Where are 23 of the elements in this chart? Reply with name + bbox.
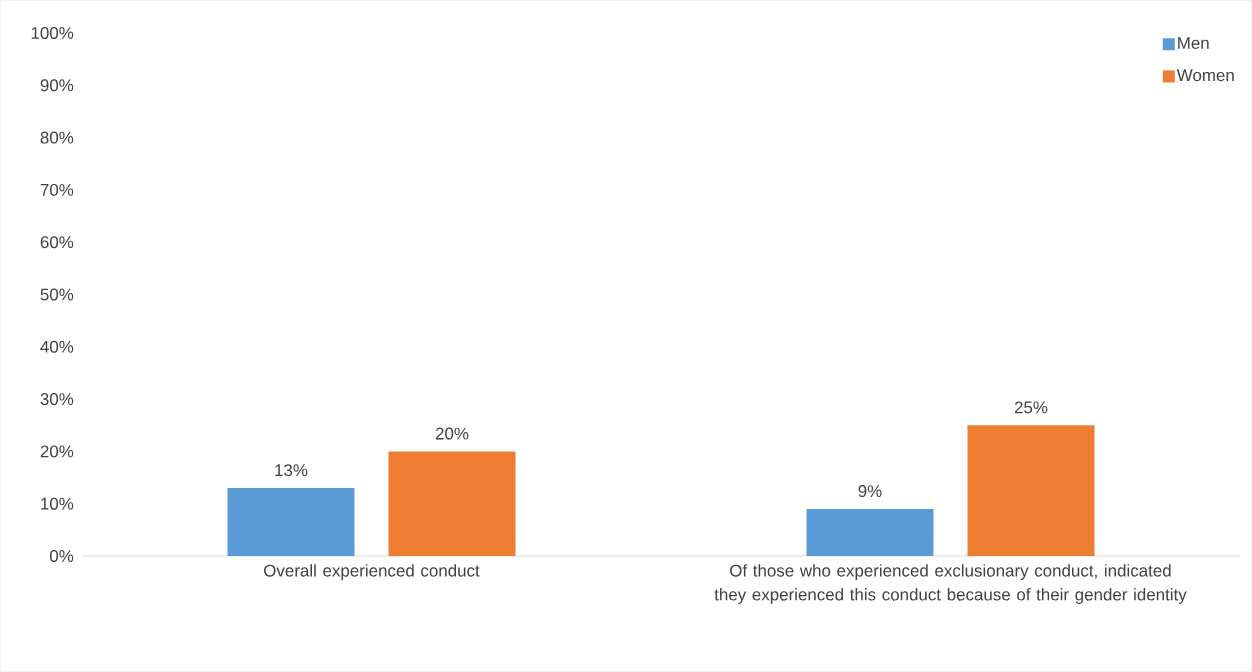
y-tick-label: 30% [40, 393, 74, 406]
data-label: 20% [435, 427, 469, 440]
y-tick-label: 20% [40, 445, 74, 458]
bar [967, 425, 1095, 556]
y-tick-label: 10% [41, 497, 74, 510]
data-label: 13% [275, 464, 308, 477]
bar [227, 488, 355, 556]
y-tick-label: 70% [40, 183, 74, 196]
data-label: 25% [1014, 401, 1048, 414]
y-tick-label: 40% [40, 340, 74, 353]
y-tick-label: 80% [40, 131, 74, 144]
legend-label: Women [1176, 69, 1234, 82]
x-tick-label: Of those who experienced exclusionary conduct, indicated they experienced this conduct because of their gender identity [714, 564, 1187, 604]
y-tick-label: 60% [40, 236, 74, 249]
bar [806, 508, 934, 556]
bar [388, 451, 516, 556]
data-label: 9% [858, 485, 882, 498]
x-tick-label: Overall experienced conduct [264, 564, 480, 580]
y-tick-label: 0% [49, 549, 74, 562]
y-tick-label: 50% [40, 288, 74, 301]
y-tick-label: 90% [40, 79, 74, 92]
y-tick-label: 100% [31, 26, 74, 39]
legend-label: Men [1178, 37, 1209, 49]
